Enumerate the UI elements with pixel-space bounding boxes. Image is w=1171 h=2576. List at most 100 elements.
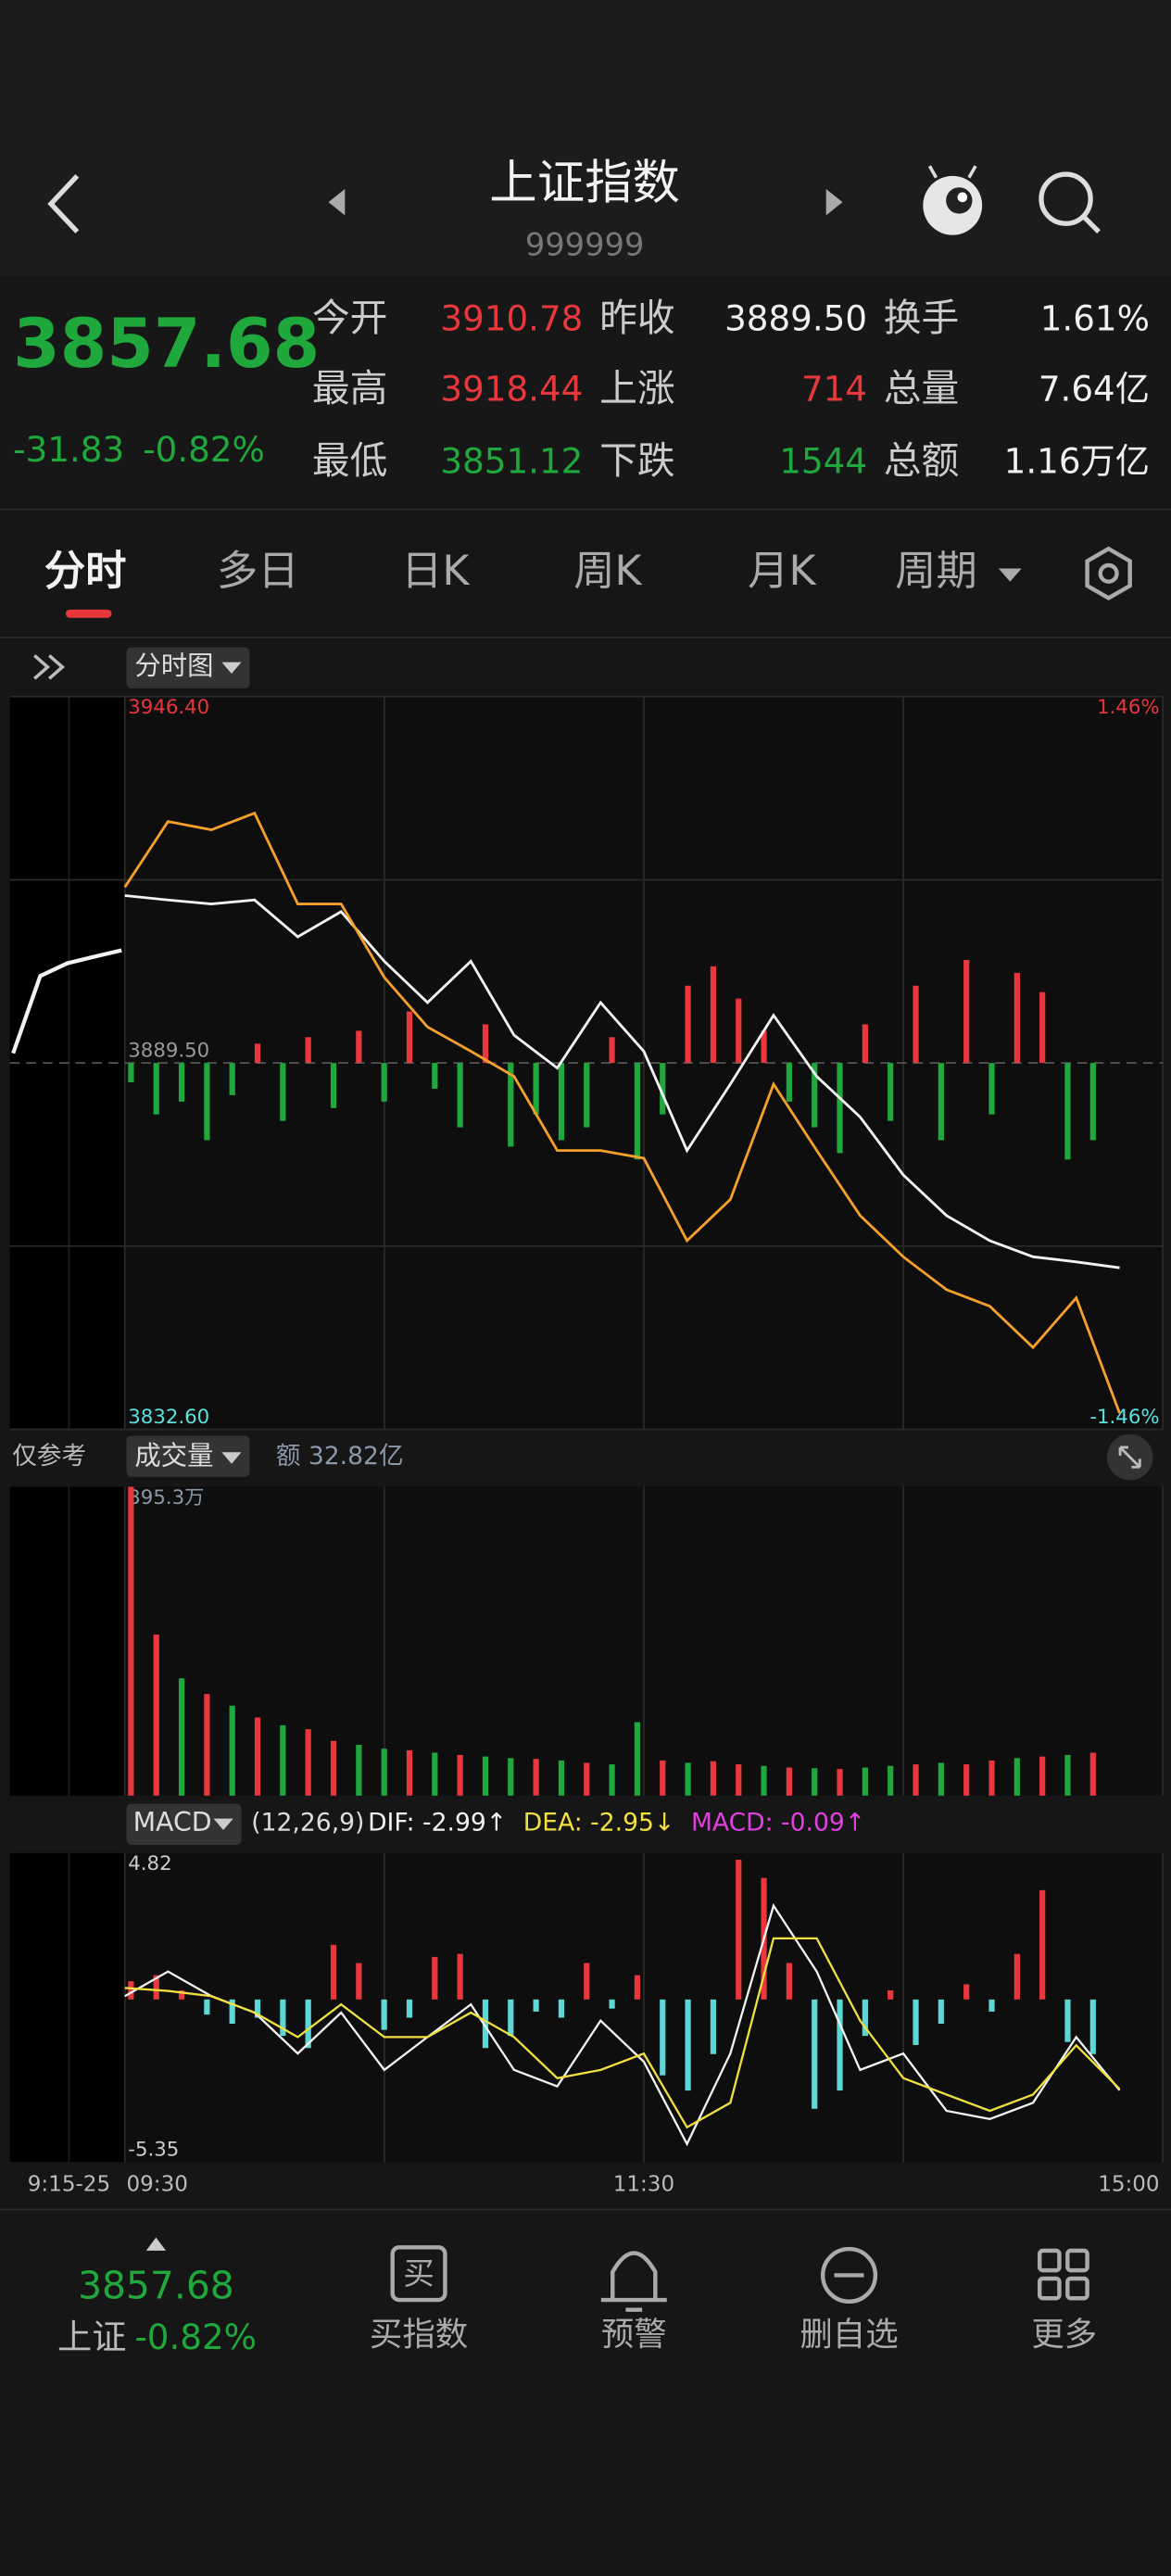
macd-panel [9,1852,1164,2163]
volume-bar [634,1722,641,1796]
breadth-bar [862,1024,868,1064]
search-button[interactable] [1039,171,1101,234]
change: -31.83 [13,429,124,470]
volume-bar [584,1762,590,1796]
breadth-bar [1039,991,1046,1064]
volume-bar [356,1744,362,1796]
macd-dropdown[interactable] [126,1803,242,1845]
macd-bar [786,1963,792,2000]
premarket-panel [9,1486,125,1796]
volume-bar [710,1761,717,1796]
back-button[interactable] [47,173,80,234]
tab[interactable]: 周期 [895,548,977,595]
field-label: 昨收 [599,296,675,340]
tab[interactable]: 日K [401,548,470,595]
more-icon-cell [1065,2276,1089,2301]
buy-icon-text: 买 [403,2255,434,2292]
breadth-bar [533,1063,539,1115]
macd-bar [533,1999,539,2012]
settings-button[interactable] [1085,546,1132,600]
footer-arrow[interactable] [145,2237,167,2251]
macd-bar [938,1999,944,2025]
indicator-dropdown[interactable] [126,1435,250,1477]
tab[interactable]: 周K [573,548,642,595]
macd-label: DEA: -2.95↓ [523,1808,674,1837]
macd-bar [736,1860,742,2000]
volume-bar [913,1764,919,1796]
dropdown-arrow [213,1818,233,1831]
more-icon-cell [1037,2276,1062,2301]
icon-ear [927,165,938,179]
dropdown-label: MACD [133,1807,212,1837]
footer-price: 3857.68 [78,2264,234,2308]
volume-bar [128,1486,134,1796]
tab[interactable]: 月K [748,548,816,595]
macd-bar [381,1999,387,2030]
tab[interactable]: 多日 [217,548,299,595]
breadth-bar [938,1063,944,1141]
macd-bar [406,1999,413,2018]
volume-bar [280,1724,286,1796]
breadth-bar [432,1063,438,1089]
macd-bar [913,1999,919,2045]
y-tick-label: -5.35 [128,2139,179,2162]
field-label: 下跌 [599,438,675,483]
tab-indicator [65,609,112,618]
footer-action[interactable]: 预警 [601,2316,667,2354]
macd-params: (12,26,9) [251,1808,364,1837]
breadth-bar [153,1063,159,1115]
macd-bar [558,1999,565,2018]
breadth-bar [837,1063,843,1154]
field-label: 最低 [312,438,388,483]
expand-button[interactable] [33,654,66,680]
volume-bar [457,1754,463,1796]
search-handle [1082,215,1101,234]
field-label: 最高 [312,366,388,410]
quote-bg [0,279,1171,503]
macd-bar [988,1999,995,2012]
macd-bar [1039,1889,1046,2000]
macd-bar [305,1999,311,2049]
header-bg [0,0,1171,276]
macd-line [124,1937,1121,2129]
footer-action[interactable]: 买指数 [370,2316,468,2354]
field-value: 7.64亿 [1039,369,1150,410]
next-button[interactable] [825,189,843,216]
prev-button[interactable] [328,189,346,216]
chart-type-dropdown[interactable] [126,647,250,688]
volume-bar [330,1740,337,1796]
alert-icon [600,2251,667,2312]
y-tick-label: 4.82 [128,1852,171,1875]
macd-bar [660,1999,666,2076]
breadth-bar [356,1030,362,1064]
more-icon-cell [1037,2248,1062,2273]
volume-bar [1039,1756,1046,1796]
breadth-bar [988,1063,995,1115]
breadth-bar [786,1063,792,1102]
volume-bar [254,1717,261,1796]
volume-bar [609,1764,615,1796]
footer-action[interactable]: 删自选 [800,2316,898,2354]
volume-bar [660,1760,666,1796]
breadth-bar [609,1037,615,1064]
tab[interactable]: 分时 [44,548,127,595]
x-tick-label: 11:30 [613,2172,674,2196]
breadth-bar [229,1063,235,1095]
volume-bar [482,1756,489,1796]
y2-tick-label: -1.46% [1089,1406,1159,1429]
assistant-icon[interactable] [923,165,983,235]
volume-bar [229,1705,235,1796]
y-tick-label: 3889.50 [128,1040,209,1063]
field-value: 3889.50 [724,297,867,338]
buy-icon [390,2245,447,2303]
macd-bar [178,1989,185,2000]
field-value: 714 [801,369,867,410]
dropdown-arrow [221,662,242,674]
macd-bar [584,1963,590,2000]
breadth-bar [963,959,970,1064]
macd-bar [685,1999,691,2091]
footer-action[interactable]: 更多 [1031,2316,1097,2354]
field-value: 3851.12 [440,441,583,482]
breadth-bar [1089,1063,1096,1141]
